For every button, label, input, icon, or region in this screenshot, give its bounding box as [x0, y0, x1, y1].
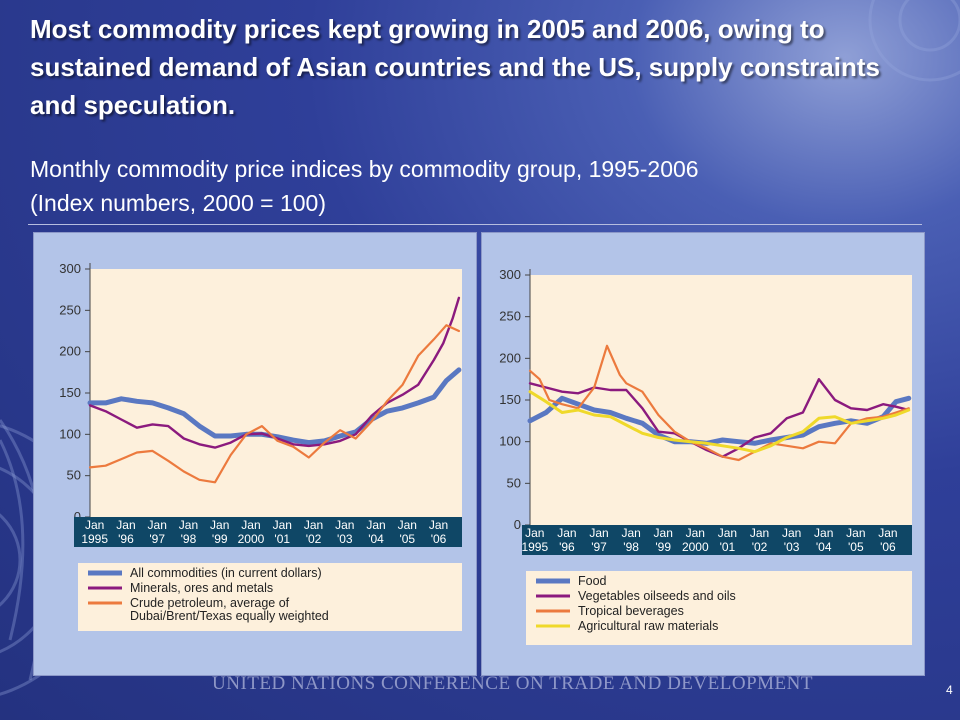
legend-label: Dubai/Brent/Texas equally weighted [130, 609, 329, 623]
legend-box [526, 571, 912, 645]
chart-panel-left: 0 50 100 150 200 250 300 Jan 1995 Jan '96 Jan '97 Jan… [33, 232, 477, 676]
plot-area [90, 269, 462, 517]
x-tick-label-year: '04 [816, 540, 832, 554]
x-tick-label-year: '02 [306, 532, 322, 546]
x-tick-label-month: Jan [366, 518, 385, 532]
x-tick-label-year: '99 [212, 532, 228, 546]
x-tick-label-year: '97 [149, 532, 165, 546]
x-tick-label-year: '96 [118, 532, 134, 546]
page-number: 4 [946, 683, 953, 697]
legend-box [78, 563, 462, 631]
x-tick-label-year: '03 [337, 532, 353, 546]
x-tick-label-month: Jan [273, 518, 292, 532]
legend-label: Minerals, ores and metals [130, 581, 273, 595]
y-tick-label: 200 [59, 344, 81, 359]
legend-label: All commodities (in current dollars) [130, 566, 322, 580]
x-tick-label-year: '04 [368, 532, 384, 546]
x-tick-label-month: Jan [85, 518, 104, 532]
x-tick-label-month: Jan [210, 518, 229, 532]
x-tick-label-year: '05 [399, 532, 415, 546]
x-tick-label-month: Jan [335, 518, 354, 532]
x-tick-label-month: Jan [686, 526, 705, 540]
plot-area [530, 275, 912, 525]
divider-line [28, 224, 922, 225]
y-tick-label: 150 [59, 385, 81, 400]
x-tick-label-year: '98 [623, 540, 639, 554]
y-tick-label: 0 [74, 509, 81, 524]
y-tick-label: 250 [499, 309, 521, 324]
x-tick-label-month: Jan [654, 526, 673, 540]
x-tick-label-year: '97 [591, 540, 607, 554]
x-tick-label-month: Jan [525, 526, 544, 540]
slide-title: Most commodity prices kept growing in 20… [30, 14, 880, 120]
series-line-orange [528, 344, 910, 462]
x-axis-band [522, 525, 912, 555]
x-tick-label-year: '05 [848, 540, 864, 554]
footer-text: UNITED NATIONS CONFERENCE ON TRADE AND D… [212, 673, 813, 694]
series-line-blue [87, 367, 462, 446]
y-tick-label: 250 [59, 302, 81, 317]
x-tick-label-year: 2000 [682, 540, 709, 554]
chart-right: 050100150200250300Jan1995Jan'96Jan'97Jan… [499, 267, 912, 645]
y-tick-label: 200 [499, 350, 521, 365]
x-tick-label-month: Jan [718, 526, 737, 540]
x-tick-label-month: Jan [557, 526, 576, 540]
series-line-blue [527, 395, 912, 446]
x-tick-label-year: 2000 [238, 532, 265, 546]
y-tick-label: 50 [67, 468, 81, 483]
x-tick-label-year: 1995 [81, 532, 108, 546]
series-line-orange [88, 324, 460, 484]
x-tick-label-month: Jan [116, 518, 135, 532]
y-tick-label: 100 [499, 434, 521, 449]
x-tick-label-year: '06 [880, 540, 896, 554]
y-tick-label: 50 [507, 475, 521, 490]
y-tick-label: 300 [499, 267, 521, 282]
legend-label: Crude petroleum, average of [130, 596, 290, 610]
x-tick-label-year: '01 [274, 532, 290, 546]
x-tick-label-year: 1995 [521, 540, 548, 554]
chart-panel-right: 0 50 100 150 200 250 300 Jan 1995 Jan '96 Jan '97 Jan… [481, 232, 925, 676]
x-tick-label-month: Jan [148, 518, 167, 532]
x-tick-label-year: '02 [752, 540, 768, 554]
x-tick-label-month: Jan [750, 526, 769, 540]
subtitle-line-2: (Index numbers, 2000 = 100) [30, 190, 326, 216]
x-tick-label-month: Jan [589, 526, 608, 540]
x-tick-label-year: '99 [655, 540, 671, 554]
chart-left: 050100150200250300Jan1995Jan'96Jan'97Jan… [59, 261, 462, 631]
x-tick-label-month: Jan [241, 518, 260, 532]
x-tick-label-month: Jan [782, 526, 801, 540]
x-tick-label-month: Jan [179, 518, 198, 532]
x-tick-label-year: '03 [784, 540, 800, 554]
y-tick-label: 300 [59, 261, 81, 276]
legend-label: Agricultural raw materials [578, 619, 718, 633]
x-tick-label-month: Jan [429, 518, 448, 532]
y-tick-label: 100 [59, 426, 81, 441]
legend-label: Tropical beverages [578, 604, 684, 618]
x-tick-label-month: Jan [878, 526, 897, 540]
x-tick-label-year: '98 [181, 532, 197, 546]
series-line-yellow [528, 390, 911, 454]
x-tick-label-month: Jan [621, 526, 640, 540]
chart-subtitle: Monthly commodity price indices by commo… [30, 152, 930, 220]
x-axis-band [74, 517, 462, 547]
legend-label: Vegetables oilseeds and oils [578, 589, 736, 603]
x-tick-label-year: '06 [431, 532, 447, 546]
legend-label: Food [578, 574, 607, 588]
x-tick-label-year: '96 [559, 540, 575, 554]
x-tick-label-month: Jan [846, 526, 865, 540]
x-tick-label-year: '01 [720, 540, 736, 554]
x-tick-label-month: Jan [304, 518, 323, 532]
x-tick-label-month: Jan [814, 526, 833, 540]
subtitle-line-1: Monthly commodity price indices by commo… [30, 156, 699, 182]
y-tick-label: 150 [499, 392, 521, 407]
series-line-purple [88, 296, 461, 449]
y-tick-label: 0 [514, 517, 521, 532]
x-tick-label-month: Jan [398, 518, 417, 532]
